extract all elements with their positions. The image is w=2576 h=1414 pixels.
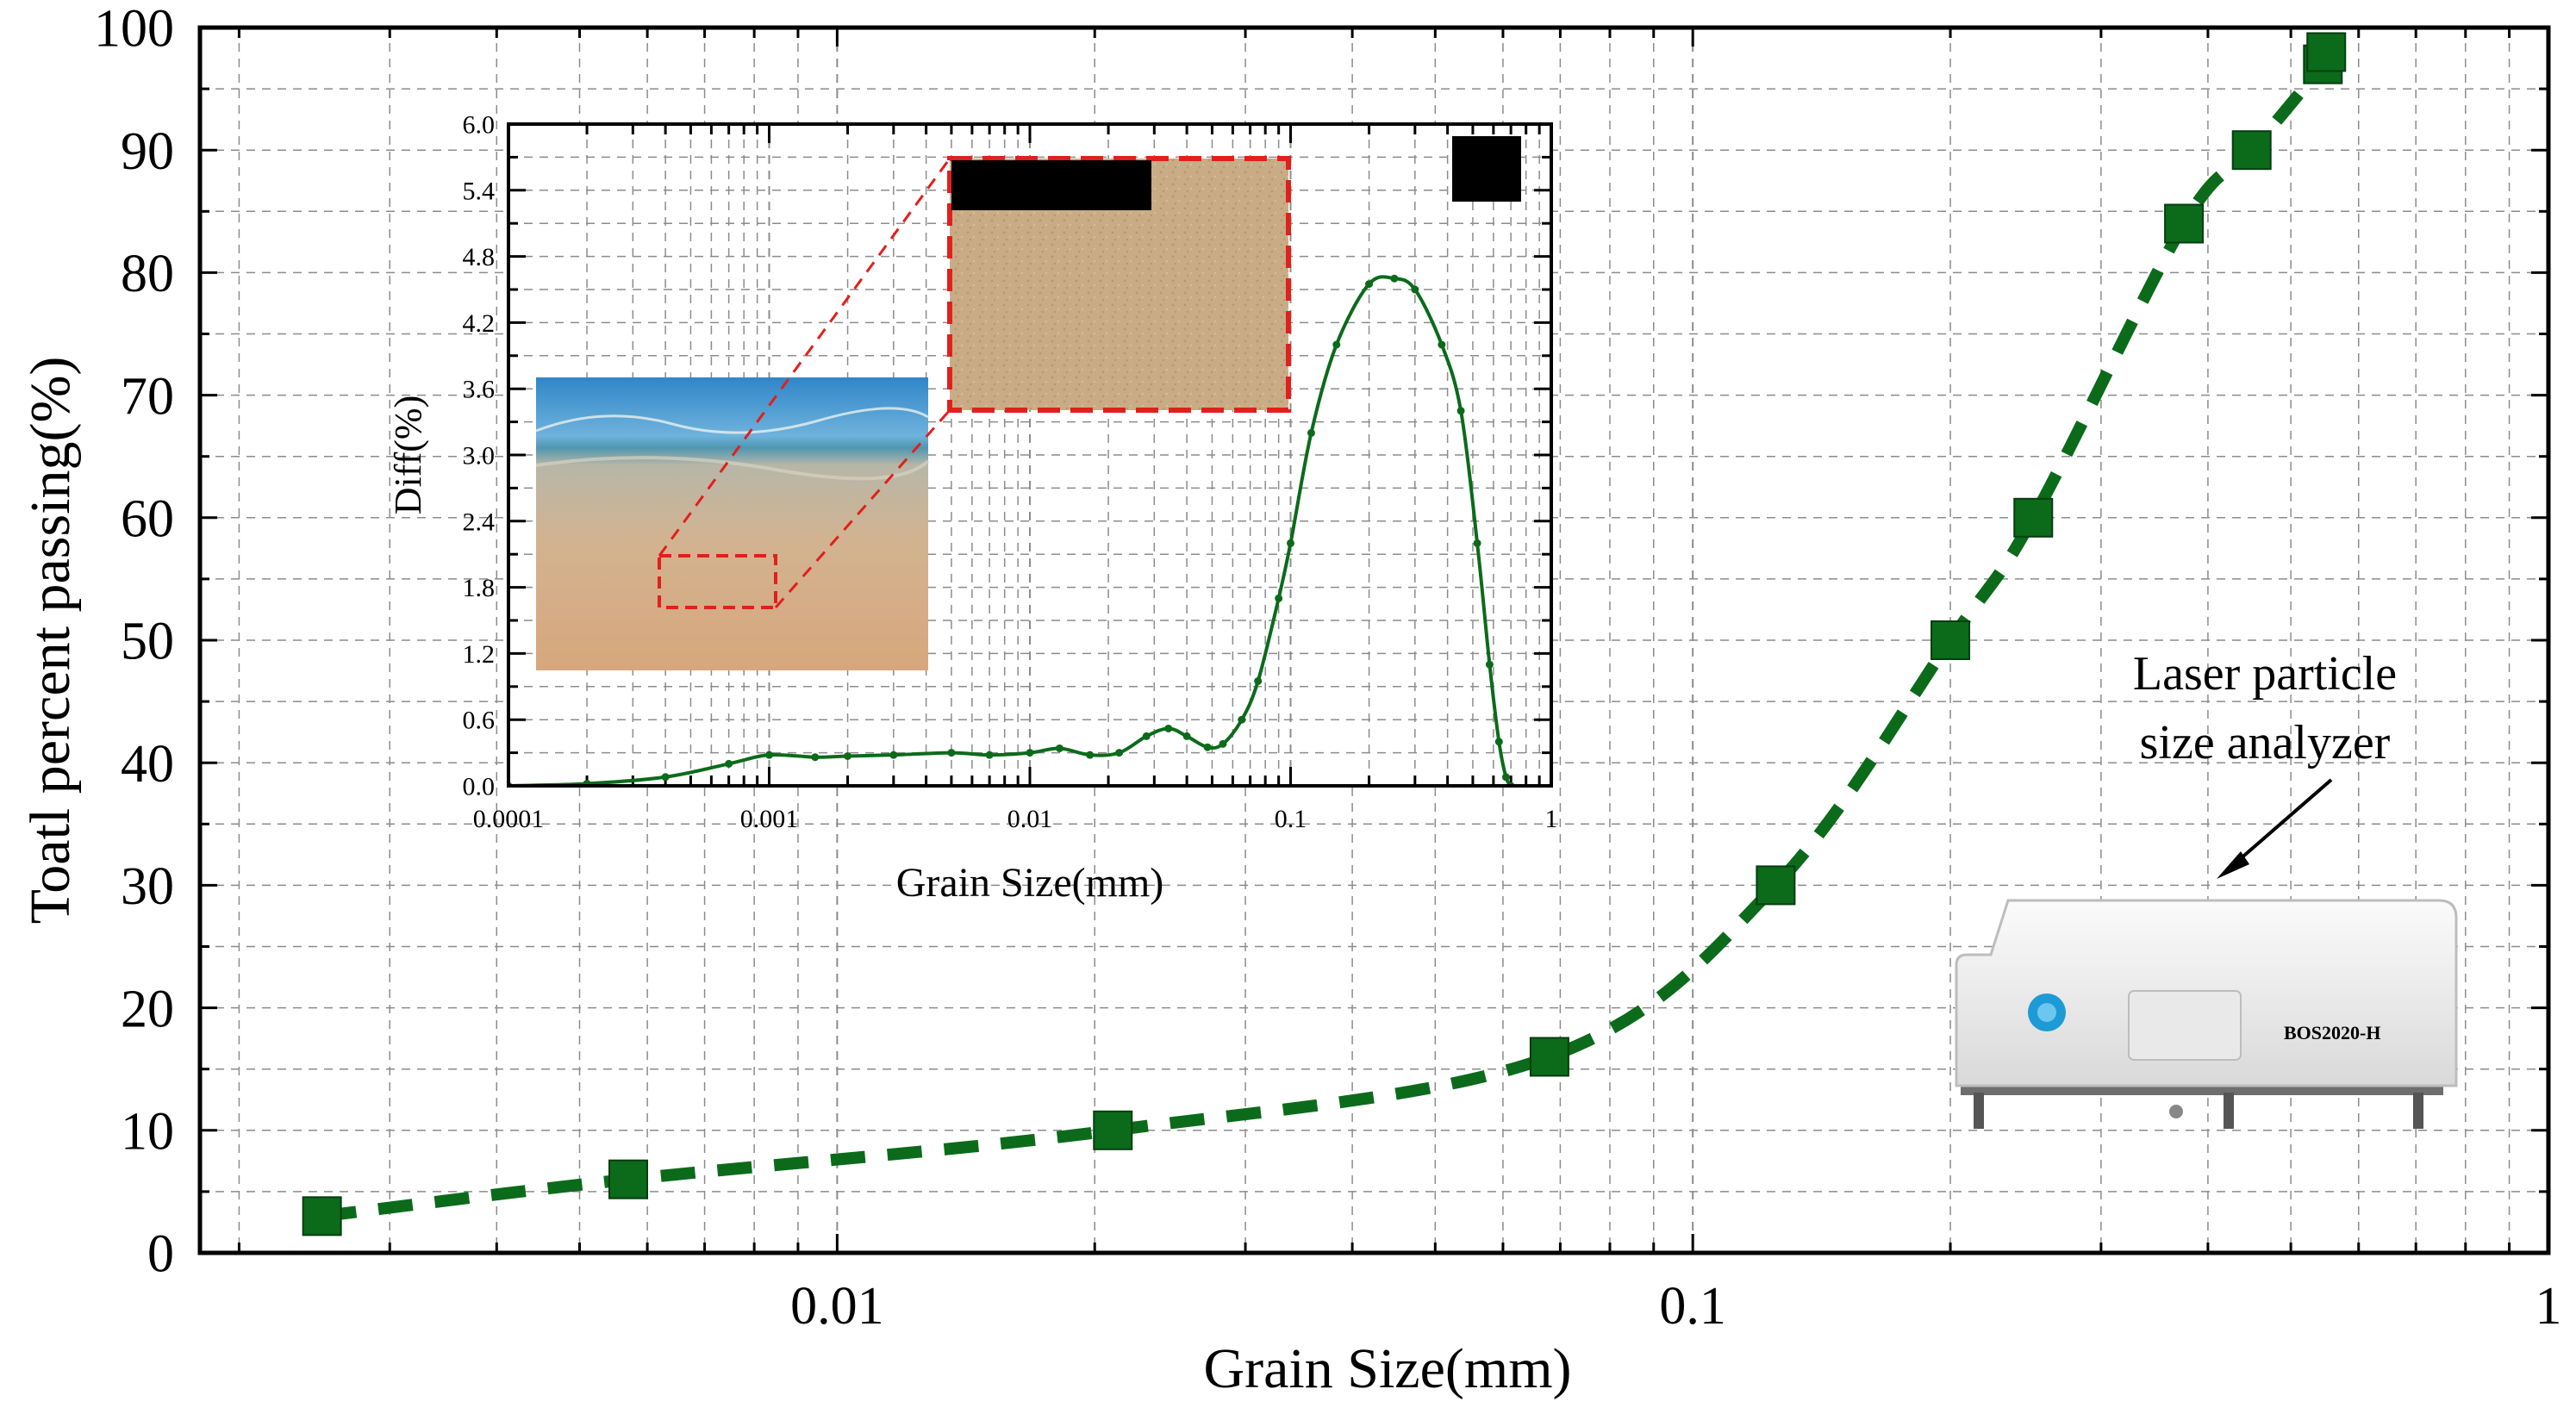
inset-data-point xyxy=(844,751,852,760)
inset-data-point xyxy=(1275,594,1283,602)
annotation-line-1: Laser particle xyxy=(2133,647,2397,701)
main-data-point xyxy=(2306,32,2347,72)
y-tick-label: 0.6 xyxy=(463,707,496,735)
zoom-callout-lines xyxy=(658,158,951,608)
inset-data-point xyxy=(1438,340,1446,349)
y-tick-label: 80 xyxy=(121,245,174,303)
y-tick-label: 3.6 xyxy=(463,376,496,404)
y-tick-label: 1.2 xyxy=(463,640,496,669)
y-tick-label: 100 xyxy=(94,0,174,59)
inset-tick-labels: 0.0001 0.001 0.01 0.1 1 0.0 0.6 1.2 1.8 2.4 3.0 3.6… xyxy=(463,111,1558,834)
inset-data-point xyxy=(1473,539,1481,547)
inset-data-point xyxy=(765,751,773,759)
inset-data-point xyxy=(947,749,956,757)
x-tick-label: 0.001 xyxy=(740,805,799,833)
inset-data-point xyxy=(1307,428,1315,437)
inset-data-point xyxy=(985,751,994,759)
main-data-point xyxy=(1529,1037,1569,1077)
inset-data-point xyxy=(1456,407,1465,415)
inset-data-point xyxy=(1164,724,1173,732)
x-tick-label: 1 xyxy=(1545,805,1558,833)
inset-data-point xyxy=(1287,539,1294,547)
main-series xyxy=(302,32,2347,1236)
y-tick-label: 90 xyxy=(121,122,174,181)
y-tick-label: 50 xyxy=(121,613,174,671)
inset-data-point xyxy=(811,753,820,762)
y-tick-label: 0 xyxy=(147,1225,174,1284)
main-data-point xyxy=(2164,203,2205,244)
inset-data-point xyxy=(1238,715,1246,724)
inset-series xyxy=(508,274,1515,786)
y-tick-label: 30 xyxy=(121,857,174,916)
inset-data-point xyxy=(1086,751,1095,759)
inset-data-point xyxy=(1182,732,1191,740)
inset-data-point xyxy=(725,759,733,768)
main-data-point xyxy=(1756,865,1796,906)
y-tick-label: 10 xyxy=(121,1103,174,1162)
x-tick-label: 0.01 xyxy=(1007,805,1053,833)
inset-data-point xyxy=(1501,773,1510,782)
y-tick-label: 5.4 xyxy=(463,177,496,205)
inset-data-point xyxy=(1142,732,1151,740)
x-tick-label: 0.1 xyxy=(1659,1277,1726,1336)
main-data-point xyxy=(2231,130,2272,171)
main-data-point xyxy=(1930,620,1971,660)
inset-data-point xyxy=(889,751,898,759)
main-data-point xyxy=(1093,1110,1133,1150)
inset-data-point xyxy=(1365,280,1374,289)
inset-data-point xyxy=(1485,660,1494,669)
inset-data-point xyxy=(1219,739,1227,748)
inset-x-axis-label: Grain Size(mm) xyxy=(896,860,1164,906)
inset-y-axis-label: Diff(%) xyxy=(387,396,429,514)
main-x-axis-label: Grain Size(mm) xyxy=(1203,1337,1571,1400)
main-data-point xyxy=(2013,497,2054,538)
x-tick-label: 1 xyxy=(2535,1277,2562,1336)
inset-data-point xyxy=(1390,274,1399,283)
y-tick-label: 2.4 xyxy=(463,508,496,536)
y-tick-label: 70 xyxy=(121,367,174,426)
device-model-label: BOS2020-H xyxy=(2284,1022,2380,1043)
panel-label: a xyxy=(1474,134,1500,200)
main-plot-frame xyxy=(197,25,2551,1255)
inset-data-point xyxy=(1411,285,1419,294)
inset-data-point xyxy=(1254,676,1263,685)
inset-data-point xyxy=(1494,738,1503,746)
inset-data-point xyxy=(1026,749,1034,757)
beach-photo xyxy=(535,377,930,670)
y-tick-label: 3.0 xyxy=(463,442,496,470)
inset-data-point xyxy=(1332,340,1341,349)
y-tick-label: 4.2 xyxy=(463,309,496,338)
main-data-point xyxy=(302,1196,342,1236)
laser-analyzer-illustration: BOS2020-H xyxy=(1955,899,2458,1129)
x-tick-label: 0.01 xyxy=(790,1277,884,1336)
main-y-axis-label: Toatl percent passing(%) xyxy=(19,357,82,925)
annotation-line-2: size analyzer xyxy=(2140,716,2391,769)
inset-plot-frame xyxy=(507,122,1553,788)
annotation-arrow xyxy=(2217,778,2333,879)
panel-label-box: a xyxy=(1452,134,1521,202)
sand-closeup-photo: Beach Sand xyxy=(947,156,1291,413)
x-tick-label: 0.1 xyxy=(1275,805,1307,833)
x-tick-label: 0.0001 xyxy=(473,805,545,833)
inset-data-point xyxy=(1055,744,1063,752)
inset-data-point xyxy=(1203,743,1212,751)
main-data-point xyxy=(608,1159,649,1199)
y-tick-label: 6.0 xyxy=(463,111,496,140)
y-tick-label: 20 xyxy=(121,980,174,1038)
y-tick-label: 60 xyxy=(121,490,174,549)
y-tick-label: 0.0 xyxy=(463,773,496,801)
inset-data-point xyxy=(661,773,670,782)
inset-data-point xyxy=(1115,749,1124,757)
y-tick-label: 1.8 xyxy=(463,574,496,602)
y-tick-label: 40 xyxy=(121,735,174,794)
sand-closeup-label: Beach Sand xyxy=(959,168,1123,207)
y-tick-label: 4.8 xyxy=(463,243,496,271)
